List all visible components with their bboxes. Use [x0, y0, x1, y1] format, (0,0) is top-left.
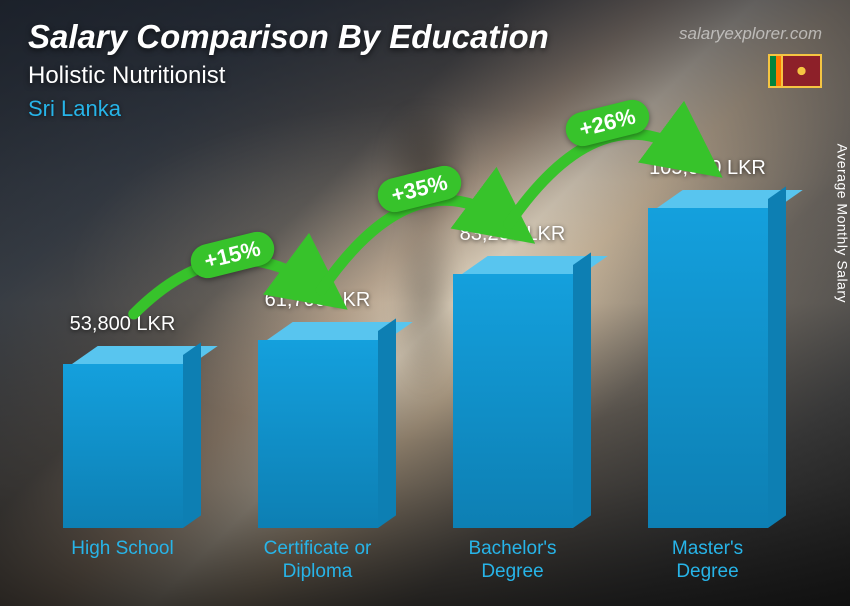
bar-group: 105,000 LKR Master'sDegree	[625, 157, 790, 586]
chart-country: Sri Lanka	[28, 96, 822, 122]
watermark-text: salaryexplorer.com	[679, 24, 822, 44]
bar-category-label: Bachelor'sDegree	[468, 538, 556, 586]
bar-group: 61,700 LKR Certificate orDiploma	[235, 289, 400, 586]
bar-group: 83,200 LKR Bachelor'sDegree	[430, 223, 595, 586]
bar-value-label: 83,200 LKR	[460, 223, 566, 246]
y-axis-label: Average Monthly Salary	[834, 144, 850, 303]
chart-subtitle: Holistic Nutritionist	[28, 62, 822, 90]
bar-3d	[258, 322, 378, 528]
bar-value-label: 105,000 LKR	[649, 157, 766, 180]
bar-3d	[453, 256, 573, 528]
bar-category-label: Master'sDegree	[672, 538, 743, 586]
sri-lanka-flag-icon	[768, 54, 822, 88]
bar-category-label: High School	[71, 538, 173, 586]
bar-category-label: Certificate orDiploma	[264, 538, 372, 586]
bar-value-label: 61,700 LKR	[265, 289, 371, 312]
bar-value-label: 53,800 LKR	[70, 313, 176, 336]
bar-3d	[63, 346, 183, 528]
bar-group: 53,800 LKR High School	[40, 313, 205, 586]
bar-3d	[648, 190, 768, 528]
